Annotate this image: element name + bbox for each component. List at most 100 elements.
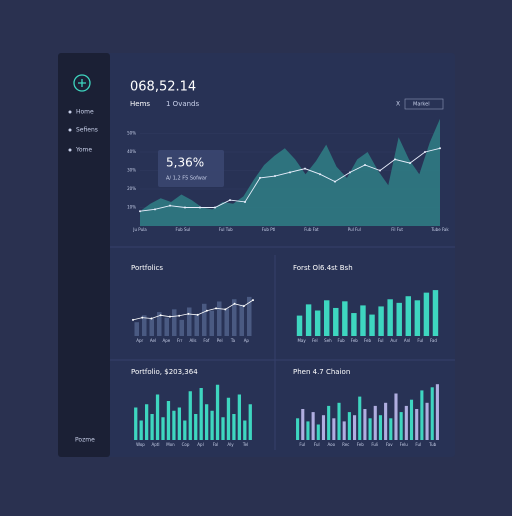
x-tick-label: Anl (404, 338, 410, 343)
line-point (349, 171, 351, 174)
bar (409, 399, 414, 440)
dropdown[interactable] (404, 98, 444, 110)
line-point (205, 309, 208, 312)
bar (210, 410, 214, 440)
bar (394, 393, 398, 440)
line-point (289, 171, 291, 174)
close[interactable]: X (396, 101, 400, 108)
bar (360, 305, 366, 336)
bar (405, 296, 411, 336)
line-point (215, 307, 218, 310)
line-point (187, 312, 190, 315)
bar (305, 304, 312, 336)
bar (369, 314, 375, 336)
y-tick-label: 20% (127, 186, 136, 191)
sidebar-footer: Pozme (75, 437, 95, 444)
bar (183, 420, 187, 440)
line-point (259, 176, 261, 179)
x-tick-label: Ful (417, 338, 423, 343)
bar (378, 415, 382, 440)
nav-icon (68, 110, 72, 114)
x-tick-label: Feb (364, 338, 372, 343)
bar (243, 420, 247, 440)
y-tick-label: 30% (127, 168, 136, 173)
bar (155, 394, 160, 440)
tab[interactable]: Hems (130, 100, 150, 108)
bar (177, 407, 181, 440)
bar (248, 404, 252, 440)
bar (149, 318, 154, 336)
bar (358, 396, 362, 440)
x-tick-label: Fub Fat (304, 227, 319, 232)
bar (351, 313, 357, 336)
bar (327, 405, 331, 440)
nav-item[interactable]: Yome (75, 147, 92, 154)
bar (239, 304, 244, 336)
bar (333, 307, 339, 336)
bar (363, 409, 367, 440)
nav-icon (68, 128, 72, 132)
bar (215, 384, 220, 440)
x-tick-label: Ael (150, 338, 156, 343)
line-point (178, 314, 181, 317)
x-tick-label: Ju Pula (132, 227, 147, 232)
x-tick-label: Pel (217, 338, 223, 343)
y-tick-label: 50% (127, 131, 136, 136)
nav-item[interactable]: Home (76, 109, 94, 116)
bar (142, 315, 147, 336)
panel-title: Portfolio, $203,364 (131, 368, 198, 376)
line-point (154, 208, 156, 211)
bar (172, 309, 177, 336)
line-point (224, 308, 227, 311)
panel-title: Phen 4.7 Chaion (293, 368, 350, 376)
panel-title: Portfolics (131, 264, 163, 272)
bar (217, 301, 222, 336)
y-tick-label: 10% (127, 205, 136, 210)
line-point (184, 206, 186, 209)
bar (368, 418, 372, 440)
nav-item[interactable]: Sefiens (76, 127, 98, 134)
x-tick-label: Aly (227, 442, 234, 447)
line-point (304, 167, 306, 170)
bar (296, 418, 300, 440)
bar (432, 290, 439, 336)
bar (134, 407, 138, 440)
dropdown-label: Markel (413, 102, 430, 108)
bar (194, 313, 199, 336)
bar (306, 421, 310, 440)
bar (311, 412, 315, 440)
bar (301, 409, 305, 440)
bar (316, 424, 320, 440)
x-tick-label: Fub Sul (176, 227, 191, 232)
x-tick-label: Aur (390, 338, 397, 343)
tab[interactable]: 1 Ovands (166, 100, 200, 108)
bar (145, 404, 149, 440)
x-tick-label: Frr (177, 338, 183, 343)
x-tick-label: Rec (342, 442, 349, 447)
bar (172, 410, 176, 440)
sidebar (58, 53, 110, 457)
bar (332, 418, 336, 440)
line-point (274, 175, 276, 178)
bar (202, 303, 207, 336)
bar (224, 308, 229, 336)
bar (237, 394, 241, 440)
x-tick-label: Fub Ptl (262, 227, 276, 232)
x-tick-label: Fad (430, 338, 437, 343)
x-tick-label: Cop (182, 442, 190, 447)
bar (314, 310, 321, 336)
bar (188, 391, 192, 440)
add-button[interactable] (73, 74, 91, 92)
bar (150, 414, 154, 440)
x-tick-label: Ta (230, 338, 236, 343)
bar (232, 414, 236, 440)
x-tick-label: Ful (314, 442, 320, 447)
bar (157, 312, 162, 336)
callout-value: 5,36% (166, 156, 204, 170)
x-tick-label: Fil Fut (391, 227, 403, 232)
nav-icon (68, 148, 72, 152)
y-tick-label: 40% (127, 149, 136, 154)
x-tick-label: Fal (213, 442, 219, 447)
line-point (424, 151, 426, 153)
line-point (132, 318, 134, 321)
